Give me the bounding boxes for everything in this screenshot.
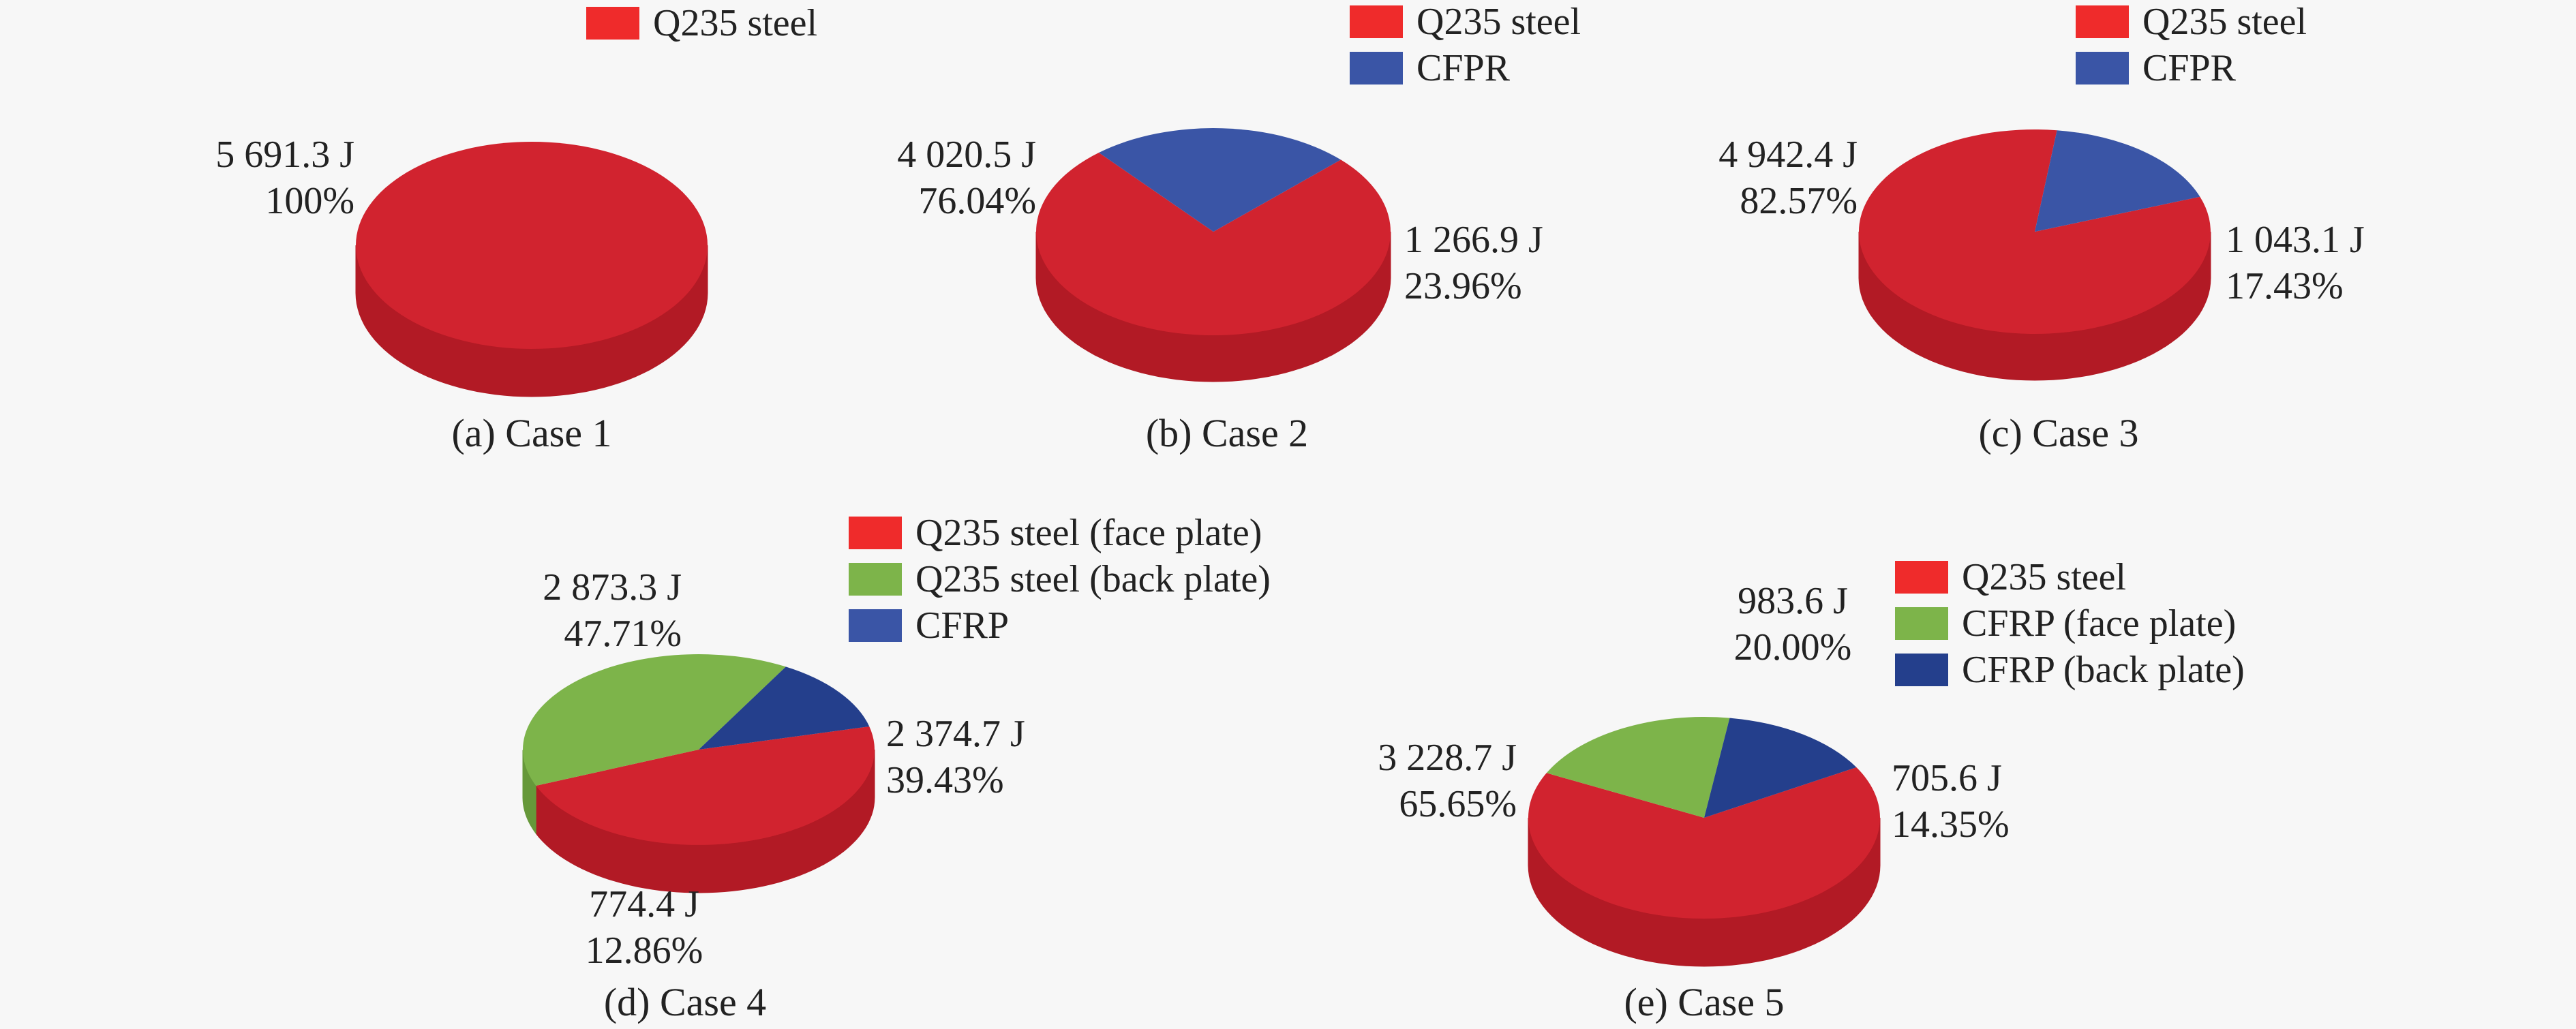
energy-label: 774.4 J	[589, 883, 699, 925]
energy-label: 3 228.7 J	[1378, 737, 1517, 779]
legend: Q235 steel	[586, 2, 817, 44]
pie-slice-q235-steel	[1036, 153, 1391, 336]
chart-caption: (b) Case 2	[1146, 411, 1308, 455]
energy-label: 2 873.3 J	[543, 566, 682, 609]
chart-caption: (a) Case 1	[451, 411, 611, 455]
legend-swatch	[849, 609, 902, 642]
legend-label: CFPR	[1416, 47, 1511, 89]
legend-swatch	[2076, 5, 2129, 38]
percent-label: 17.43%	[2226, 265, 2344, 307]
pie-slice-q235-steel	[1858, 129, 2211, 334]
energy-label: 2 374.7 J	[886, 713, 1025, 755]
legend-swatch	[1895, 607, 1948, 640]
energy-label: 4 942.4 J	[1718, 134, 1858, 176]
percent-label: 14.35%	[1892, 803, 2010, 846]
energy-label: 983.6 J	[1738, 580, 1848, 622]
percent-label: 65.65%	[1399, 783, 1517, 825]
legend-label: Q235 steel (face plate)	[915, 512, 1262, 554]
pie-chart-2: 4 020.5 J76.04% 1 266.9 J23.96% Q235 steel…	[897, 1, 1581, 455]
legend-swatch	[1895, 654, 1948, 686]
pie-chart-3: 4 942.4 J82.57% 1 043.1 J17.43% Q235 steel…	[1718, 1, 2365, 455]
pie-slice-cfrp-face-plate	[1546, 717, 1730, 818]
percent-label: 12.86%	[586, 930, 703, 972]
percent-label: 39.43%	[886, 759, 1004, 801]
energy-label: 1 266.9 J	[1404, 219, 1543, 261]
pie-slice-q235-steel	[356, 142, 708, 349]
legend-label: Q235 steel	[653, 2, 817, 44]
energy-label: 705.6 J	[1892, 757, 2002, 799]
legend-swatch	[1895, 561, 1948, 594]
legend-swatch	[1350, 5, 1403, 38]
energy-label: 1 043.1 J	[2226, 219, 2365, 261]
pie-chart-4: 2 873.3 J47.71% 2 374.7 J39.43% 774.4 J 12.…	[522, 512, 1271, 1024]
pie-chart-5: 3 228.7 J65.65% 983.6 J20.00% 705.6 J14.35…	[1378, 556, 2245, 1024]
energy-label: 5 691.3 J	[215, 134, 354, 176]
chart-caption: (d) Case 4	[604, 980, 766, 1024]
legend-label: CFRP (back plate)	[1962, 649, 2245, 691]
percent-label: 82.57%	[1740, 180, 1858, 222]
legend-label: CFRP	[915, 604, 1009, 647]
pie-slice-cfpr	[1099, 128, 1341, 232]
legend-label: CFRP (face plate)	[1962, 602, 2236, 645]
percent-label: 47.71%	[564, 613, 682, 655]
percent-label: 23.96%	[1404, 265, 1522, 307]
chart-caption: (c) Case 3	[1978, 411, 2138, 455]
percent-label: 20.00%	[1734, 626, 1852, 669]
legend: Q235 steel (face plate)Q235 steel (back …	[849, 512, 1271, 647]
percent-label: 100%	[265, 180, 354, 222]
energy-label: 4 020.5 J	[897, 134, 1036, 176]
pie-slice-cfrp	[699, 666, 870, 750]
pie-slice-q235-steel	[1528, 767, 1880, 919]
pie-slice-q235-steel-back-plate	[523, 654, 786, 786]
legend-swatch	[849, 563, 902, 596]
pie-slice-q235-steel-face-plate	[536, 726, 875, 845]
chart-caption: (e) Case 5	[1624, 980, 1784, 1024]
legend-label: CFPR	[2142, 47, 2237, 89]
legend-label: Q235 steel (back plate)	[915, 558, 1271, 600]
legend-label: Q235 steel	[1416, 1, 1581, 43]
legend-label: Q235 steel	[2142, 1, 2307, 43]
legend-swatch	[586, 7, 639, 40]
pie-slice-cfpr	[2035, 130, 2200, 232]
legend-label: Q235 steel	[1962, 556, 2126, 598]
legend-swatch	[849, 517, 902, 549]
legend-swatch	[2076, 52, 2129, 85]
pie-slice-cfrp-back-plate	[1704, 718, 1857, 818]
percent-label: 76.04%	[918, 180, 1036, 222]
legend-swatch	[1350, 52, 1403, 85]
